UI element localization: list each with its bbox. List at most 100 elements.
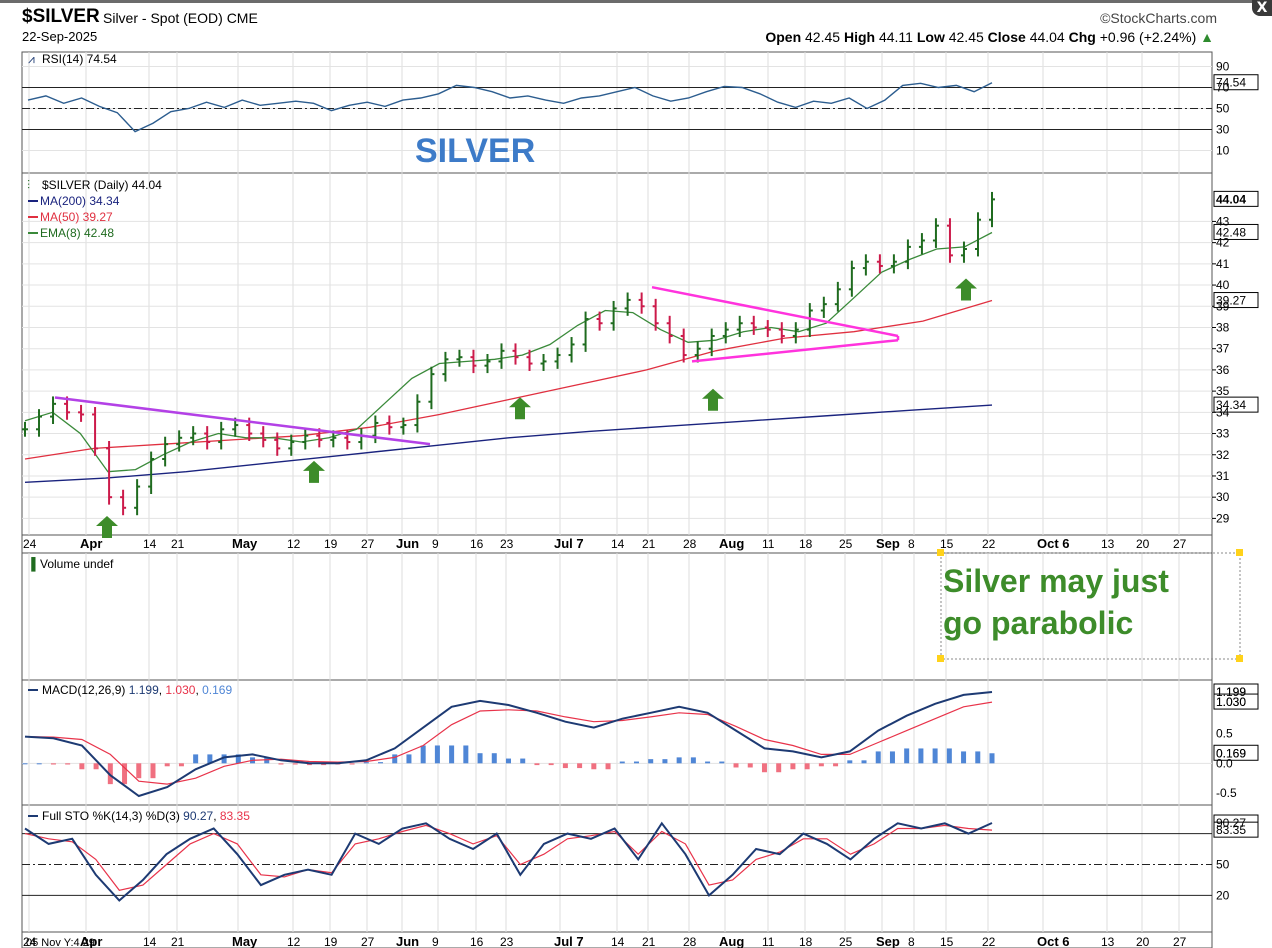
date-tick-label: 21 xyxy=(642,537,656,551)
price-value-box xyxy=(1213,223,1259,240)
open-label: Open xyxy=(765,29,802,45)
date-tick-label-bottom: 27 xyxy=(361,935,375,948)
sto-k-legend-value: 90.27 xyxy=(183,809,213,823)
date-tick-label-bottom: 28 xyxy=(683,935,697,948)
legend-volume: ▐ Volume undef xyxy=(27,557,114,572)
price-tick-label: 36 xyxy=(1216,363,1230,377)
date-tick-label-bottom: May xyxy=(232,934,258,948)
price-tick-label: 40 xyxy=(1216,278,1230,292)
close-label: Close xyxy=(987,29,1026,45)
macd-histogram-bar xyxy=(833,763,839,767)
macd-histogram-bar xyxy=(164,763,170,767)
buy-arrow-icon xyxy=(96,516,118,539)
macd-histogram-bar xyxy=(36,763,42,765)
legend-rsi: ⩘ RSI(14) 74.54 xyxy=(28,52,117,66)
date-tick-label-bottom: 25 xyxy=(839,935,853,948)
note-handle-tr[interactable] xyxy=(1236,549,1243,556)
macd-legend-value: 1.199 xyxy=(129,683,159,697)
svg-text:Full STO %K(14,3) %D(3) 90.27,: Full STO %K(14,3) %D(3) 90.27, 83.35 xyxy=(42,809,250,823)
legend-macd: MACD(12,26,9) 1.199, 1.030, 0.169 xyxy=(28,683,232,697)
date-tick-label-bottom: 18 xyxy=(799,935,813,948)
date-tick-label: 14 xyxy=(143,537,157,551)
date-tick-label-bottom: 27 xyxy=(1173,935,1187,948)
candle-legend-icon: ⫶ xyxy=(27,178,30,192)
date-tick-label: 20 xyxy=(1136,537,1150,551)
sto-value-box xyxy=(1213,821,1259,838)
buy-arrow-icon xyxy=(509,397,531,420)
price-value-label: 44.04 xyxy=(1216,192,1246,206)
macd-histogram-bar xyxy=(122,763,128,785)
price-tick-label: 37 xyxy=(1216,342,1230,356)
macd-histogram-bar xyxy=(50,763,56,765)
date-tick-label-bottom: 23 xyxy=(500,935,514,948)
macd-histogram-bar xyxy=(648,759,654,764)
sto-tick-label: 20 xyxy=(1216,888,1230,902)
date-tick-label-bottom: 9 xyxy=(432,935,439,948)
grid-lines xyxy=(28,52,1180,932)
note-handle-tl[interactable] xyxy=(937,549,944,556)
price-tick-label: 42 xyxy=(1216,236,1230,250)
macd-histogram-bar xyxy=(363,762,369,764)
date-tick-label: 18 xyxy=(799,537,813,551)
macd-histogram-bar xyxy=(548,763,554,766)
date-tick-label: 13 xyxy=(1101,537,1115,551)
date-tick-label: 8 xyxy=(908,537,915,551)
macd-histogram-bar xyxy=(776,763,782,773)
macd-histogram-bar xyxy=(22,763,28,765)
ma200-legend: MA(200) 34.34 xyxy=(40,194,120,208)
macd-histogram-bar xyxy=(861,760,867,764)
macd-histogram-bar xyxy=(989,753,995,764)
macd-histogram-bar xyxy=(932,748,938,764)
macd-histogram-bar xyxy=(719,761,725,764)
sto-k-line xyxy=(24,821,993,902)
macd-histogram-bar xyxy=(506,758,511,764)
macd-value-box xyxy=(1213,693,1259,710)
window-top-strip xyxy=(0,0,1272,3)
symbol-label: $SILVER xyxy=(22,6,100,27)
date-tick-label-bottom: 14 xyxy=(611,935,625,948)
note-box-frame xyxy=(940,552,1241,660)
date-tick-label: Aug xyxy=(719,536,744,551)
note-handle-br[interactable] xyxy=(1236,655,1243,662)
macd-histogram-bar xyxy=(420,745,426,764)
macd-histogram-bar xyxy=(79,763,85,770)
brand-watermark: ©StockCharts.com xyxy=(1100,10,1217,26)
macd-histogram-bar xyxy=(975,751,981,764)
note-box[interactable]: Silver may just go parabolic xyxy=(937,549,1243,662)
triangle-upper-line xyxy=(651,285,899,338)
macd-histogram-bar xyxy=(392,754,398,764)
ma200-line xyxy=(24,404,993,483)
macd-histogram-bar xyxy=(946,748,952,764)
macd-histogram-bar xyxy=(235,754,241,764)
rsi-legend: RSI(14) 74.54 xyxy=(42,52,117,66)
date-tick-label: 22 xyxy=(982,537,996,551)
date-tick-label-bottom: Sep xyxy=(876,934,900,948)
open-value: 42.45 xyxy=(805,29,841,45)
date-tick-label: 25 xyxy=(839,537,853,551)
date-tick-label: 12 xyxy=(287,537,301,551)
macd-tick-label: 0.5 xyxy=(1216,727,1233,741)
volume-legend-icon: ▐ xyxy=(27,557,36,572)
price-value-box xyxy=(1213,396,1259,413)
sto-tick-label: 50 xyxy=(1216,858,1230,872)
macd-histogram-bar xyxy=(918,748,924,764)
macd-histogram-bar xyxy=(577,763,583,769)
macd-histogram-bar xyxy=(65,763,71,765)
date-tick-label-bottom: 14 xyxy=(143,935,157,948)
price-tick-label: 38 xyxy=(1216,320,1230,334)
note-line1: Silver may just xyxy=(943,563,1169,599)
high-value: 44.11 xyxy=(878,29,913,45)
date-tick-label: 27 xyxy=(361,537,375,551)
price-panel: 44.04 42.48 39.27 34.34 xyxy=(22,190,1259,539)
macd-histogram-bar xyxy=(520,758,526,764)
note-handle-bl[interactable] xyxy=(937,655,944,662)
macd-histogram-bar xyxy=(676,757,682,764)
rsi-tick-label: 70 xyxy=(1216,81,1230,95)
macd-line xyxy=(24,691,993,798)
price-value-box xyxy=(1213,190,1259,207)
date-tick-label-bottom: 21 xyxy=(642,935,656,948)
date-tick-label-bottom: Oct 6 xyxy=(1037,934,1070,948)
histogram-legend-value: 0.169 xyxy=(202,683,232,697)
close-icon[interactable]: X xyxy=(1252,0,1272,16)
macd-tick-label: 1.030 xyxy=(1216,695,1246,709)
